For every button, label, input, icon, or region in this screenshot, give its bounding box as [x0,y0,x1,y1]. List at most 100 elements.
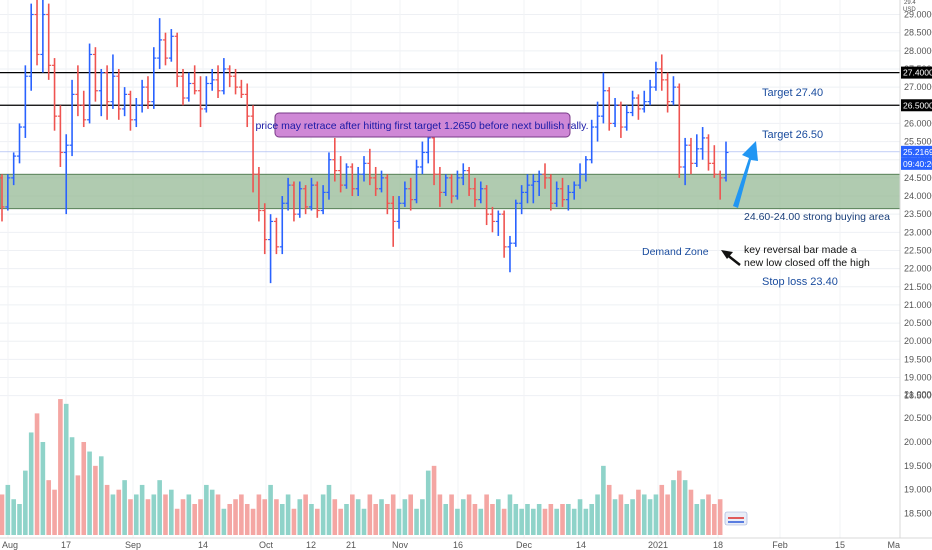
ohlc-bar [273,217,279,255]
volume-bar [285,494,291,535]
volume-bar [636,489,641,535]
volume-bar [414,508,419,535]
ohlc-bar [484,185,490,226]
ohlc-bar [343,163,349,189]
volume-bar [0,494,5,535]
reversal-arrow-icon [721,250,741,266]
ohlc-bar [338,156,344,193]
volume-bar [408,494,414,535]
ohlc-bar [22,65,28,138]
ohlc-bar [519,185,525,215]
buying-area-label: 24.60-24.00 strong buying area [744,211,890,223]
ohlc-bar [198,76,204,128]
ohlc-bar [227,65,233,88]
price-tag: 27.40000 [901,66,932,79]
volume-bar [192,504,197,535]
ohlc-bar [180,68,186,106]
ohlc-bar [314,181,320,218]
volume-bar [612,499,618,535]
volume-bar [314,508,320,535]
ohlc-bar [373,166,379,197]
volume-bar [110,494,116,535]
ohlc-bar [92,47,98,102]
volume-bar [98,456,104,535]
volume-bar [209,489,215,535]
ohlc-bar [454,170,460,200]
price-tick-label: 26.0000 [904,118,932,128]
volume-bar [87,451,92,535]
volume-bar [472,504,478,535]
stop-loss-label: Stop loss 23.40 [762,276,838,288]
ohlc-bar [308,177,314,211]
volume-bar [577,499,583,535]
volume-bar [5,484,11,535]
ohlc-bar [635,94,641,120]
target-arrow-icon[interactable] [733,141,758,208]
volume-bar [133,494,139,535]
ohlc-bar [419,141,425,175]
volume-bar [344,504,349,535]
price-tick-label: 28.5000 [904,28,932,38]
volume-bar [233,499,238,535]
ohlc-bar [612,98,618,128]
svg-text:25.21695: 25.21695 [903,147,932,157]
ohlc-bar [11,152,17,186]
volume-bar [174,508,180,535]
time-tick-label: 14 [198,540,208,550]
price-tick-label: 23.5000 [904,209,932,219]
ohlc-bar [560,177,566,207]
ohlc-bar [700,127,706,160]
ohlc-bar [145,76,151,109]
svg-text:27.40000: 27.40000 [903,68,932,78]
ohlc-bar [653,61,659,91]
volume-bar [437,494,443,535]
ohlc-bar [34,0,40,66]
volume-bar [326,484,332,535]
volume-bar [665,494,670,535]
volume-bar [75,475,81,535]
ohlc-bar [501,210,507,258]
volume-bar [151,494,157,535]
ohlc-bar [524,174,530,204]
volume-bar [694,504,700,535]
volume-bar [525,504,530,535]
ohlc-bars [0,0,729,284]
volume-bar [157,480,162,535]
time-tick-label: Nov [392,540,409,550]
time-tick-label: Dec [516,540,533,550]
volume-bar [455,508,460,535]
volume-bar [659,484,665,535]
ohlc-bar [63,134,69,215]
volume-bar [560,504,565,535]
ohlc-bar [507,235,513,273]
ohlc-bar [69,79,75,157]
volume-bar [215,494,221,535]
ohlc-bar [332,137,338,182]
volume-bar [449,494,454,535]
volume-bar [367,494,373,535]
volume-bar [256,494,262,535]
volume-bar [11,499,16,535]
volume-bar [186,494,192,535]
price-tick-label: 20.5000 [904,318,932,328]
price-tick-label: 24.5000 [904,173,932,183]
volume-bar [81,442,87,535]
ohlc-bar [542,163,548,189]
volume-bar [688,489,694,535]
volume-bar [630,499,635,535]
ohlc-bar [157,18,163,69]
volume-bar [169,489,174,535]
ohlc-bar [151,47,157,109]
time-tick-label: 12 [306,540,316,550]
time-tick-label: 17 [61,540,71,550]
volume-bar [425,470,431,535]
volume-bar [490,504,495,535]
ohlc-bar [110,54,116,109]
ohlc-bar [489,206,495,233]
ohlc-bar [414,159,420,204]
earnings-flag-icon[interactable] [724,511,748,526]
volume-bar [279,504,285,535]
ohlc-bar [402,181,408,207]
volume-bar [274,499,279,535]
